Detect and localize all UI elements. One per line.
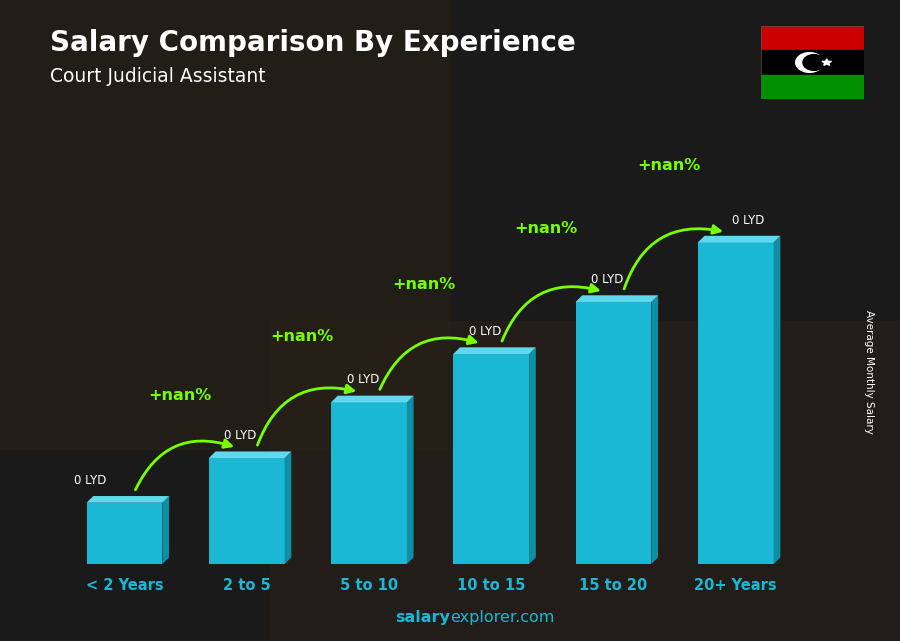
Bar [698,242,774,564]
Text: +nan%: +nan% [515,221,578,236]
Polygon shape [698,236,780,242]
Text: explorer.com: explorer.com [450,610,554,625]
Circle shape [803,54,825,71]
Text: 0 LYD: 0 LYD [591,273,624,286]
Bar [760,26,864,50]
Text: Average Monthly Salary: Average Monthly Salary [863,310,874,434]
Text: Salary Comparison By Experience: Salary Comparison By Experience [50,29,575,57]
Bar [576,302,652,564]
Text: 0 LYD: 0 LYD [346,373,379,387]
Text: +nan%: +nan% [392,276,455,292]
Bar [270,320,900,641]
Polygon shape [529,347,535,564]
Polygon shape [407,395,414,564]
Polygon shape [652,296,658,564]
Bar [209,458,284,564]
Text: Court Judicial Assistant: Court Judicial Assistant [50,67,266,87]
Text: +nan%: +nan% [637,158,700,172]
Polygon shape [209,451,292,458]
Circle shape [796,53,824,72]
Polygon shape [576,296,658,302]
Text: 0 LYD: 0 LYD [469,325,501,338]
Polygon shape [774,236,780,564]
Text: +nan%: +nan% [148,388,211,403]
Text: salary: salary [395,610,450,625]
Bar [0,0,450,449]
Bar [760,75,864,99]
Polygon shape [454,347,536,354]
Polygon shape [284,451,292,564]
Bar [760,50,864,75]
Polygon shape [86,496,169,503]
Text: 0 LYD: 0 LYD [224,429,256,442]
Text: 0 LYD: 0 LYD [74,474,106,487]
Polygon shape [822,59,832,65]
Bar [454,354,529,564]
Bar [86,503,162,564]
Text: 0 LYD: 0 LYD [732,213,764,226]
Bar [331,403,407,564]
Polygon shape [162,496,169,564]
Text: +nan%: +nan% [270,329,333,344]
Polygon shape [331,395,414,403]
